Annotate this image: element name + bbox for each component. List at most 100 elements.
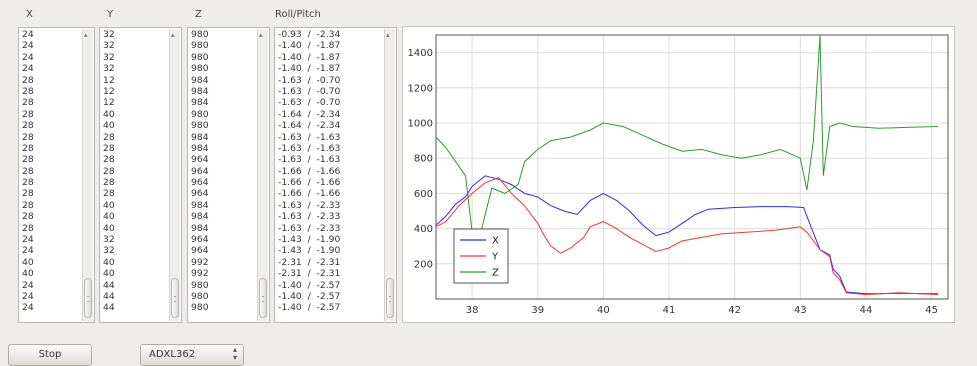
x-list-scroll-thumb[interactable] [84,278,92,318]
list-item[interactable]: 44 [103,279,115,291]
list-item[interactable]: 28 [103,154,115,166]
list-item[interactable]: 28 [22,108,34,120]
list-item[interactable]: 980 [191,290,209,302]
scroll-up-arrow-icon[interactable]: ▴ [84,31,88,39]
list-item[interactable]: -1.40 / -1.87 [278,63,341,75]
list-item[interactable]: 28 [22,165,34,177]
list-item[interactable]: -2.31 / -2.31 [278,256,341,268]
list-item[interactable]: 28 [22,120,34,132]
z-list-scroll-thumb[interactable] [259,278,267,318]
list-item[interactable]: -1.64 / -2.34 [278,108,341,120]
list-item[interactable]: 24 [22,234,34,246]
list-item[interactable]: 28 [22,142,34,154]
list-item[interactable]: 980 [191,29,209,40]
list-item[interactable]: -1.66 / -1.66 [278,177,341,189]
list-item[interactable]: 32 [103,63,115,75]
list-item[interactable]: 28 [22,97,34,109]
y-list-scrollbar[interactable]: ▴ [169,29,180,321]
list-item[interactable]: -1.66 / -1.66 [278,188,341,200]
list-item[interactable]: 984 [191,97,209,109]
list-item[interactable]: 984 [191,142,209,154]
list-item[interactable]: 984 [191,211,209,223]
roll-pitch-values-list[interactable]: -0.93 / -2.34 -1.40 / -1.87 -1.40 / -1.87-… [274,27,397,323]
list-item[interactable]: 32 [103,40,115,52]
list-item[interactable]: -2.31 / -2.31 [278,268,341,280]
list-item[interactable]: 992 [191,256,209,268]
list-item[interactable]: 28 [22,188,34,200]
list-item[interactable]: 32 [103,29,115,40]
list-item[interactable]: 28 [22,154,34,166]
list-item[interactable]: 984 [191,85,209,97]
list-item[interactable]: 984 [191,131,209,143]
list-item[interactable]: 40 [103,108,115,120]
z-list-scrollbar[interactable]: ▴ [257,29,268,321]
list-item[interactable]: 12 [103,85,115,97]
list-item[interactable]: 964 [191,245,209,257]
list-item[interactable]: -1.63 / -2.33 [278,199,341,211]
list-item[interactable]: -1.43 / -1.90 [278,234,341,246]
list-item[interactable]: 28 [103,131,115,143]
list-item[interactable]: 24 [22,40,34,52]
list-item[interactable]: 40 [22,256,34,268]
scroll-up-arrow-icon[interactable]: ▴ [171,31,175,39]
list-item[interactable]: -0.93 / -2.34 [278,29,341,40]
list-item[interactable]: 24 [22,63,34,75]
list-item[interactable]: 40 [103,120,115,132]
list-item[interactable]: -1.63 / -0.70 [278,85,341,97]
list-item[interactable]: 24 [22,51,34,63]
scroll-up-arrow-icon[interactable]: ▴ [386,31,390,39]
list-item[interactable]: 24 [22,302,34,314]
list-item[interactable]: 24 [22,29,34,40]
list-item[interactable]: -1.63 / -1.63 [278,131,341,143]
roll-pitch-list-scrollbar[interactable]: ▴ [384,29,395,321]
list-item[interactable]: -1.63 / -1.63 [278,142,341,154]
list-item[interactable]: 40 [22,268,34,280]
x-list-scrollbar[interactable]: ▴ [82,29,93,321]
list-item[interactable]: 12 [103,74,115,86]
y-list-scroll-thumb[interactable] [171,278,179,318]
list-item[interactable]: 980 [191,120,209,132]
list-item[interactable]: -1.40 / -1.87 [278,40,341,52]
list-item[interactable]: 980 [191,40,209,52]
list-item[interactable]: 32 [103,51,115,63]
list-item[interactable]: 40 [103,268,115,280]
list-item[interactable]: 964 [191,234,209,246]
list-item[interactable]: 964 [191,177,209,189]
list-item[interactable]: -1.63 / -1.63 [278,154,341,166]
stop-button[interactable]: Stop [8,344,92,366]
list-item[interactable]: -1.63 / -0.70 [278,97,341,109]
list-item[interactable]: 28 [22,131,34,143]
list-item[interactable]: 24 [22,279,34,291]
list-item[interactable]: 40 [103,211,115,223]
list-item[interactable]: -1.63 / -2.33 [278,211,341,223]
list-item[interactable]: -1.40 / -2.57 [278,290,341,302]
list-item[interactable]: 28 [22,199,34,211]
list-item[interactable]: 980 [191,108,209,120]
list-item[interactable]: 980 [191,51,209,63]
list-item[interactable]: 28 [103,188,115,200]
list-item[interactable]: -1.40 / -2.57 [278,279,341,291]
sensor-select[interactable]: ADXL362 ▴ ▾ [140,344,244,366]
list-item[interactable]: 40 [103,199,115,211]
roll-pitch-list-scroll-thumb[interactable] [386,278,394,318]
list-item[interactable]: 28 [22,177,34,189]
list-item[interactable]: -1.40 / -1.87 [278,51,341,63]
list-item[interactable]: 980 [191,279,209,291]
list-item[interactable]: -1.64 / -2.34 [278,120,341,132]
z-values-list[interactable]: 980 980 980 980 984 984 984 980 980 984 984 964 964 9… [187,27,270,323]
list-item[interactable]: 980 [191,302,209,314]
x-values-list[interactable]: 24 24 24 24 28 28 28 28 28 28 28 28 28 28 28 28 28 28 24 24… [18,27,95,323]
list-item[interactable]: 984 [191,74,209,86]
list-item[interactable]: 40 [103,222,115,234]
scroll-up-arrow-icon[interactable]: ▴ [259,31,263,39]
list-item[interactable]: 44 [103,290,115,302]
list-item[interactable]: 32 [103,245,115,257]
list-item[interactable]: -1.63 / -2.33 [278,222,341,234]
list-item[interactable]: 32 [103,234,115,246]
list-item[interactable]: -1.40 / -2.57 [278,302,341,314]
list-item[interactable]: 28 [22,222,34,234]
list-item[interactable]: 980 [191,63,209,75]
y-values-list[interactable]: 32 32 32 32 12 12 12 40 40 28 28 28 28 28 28 40 40 40 32 32… [99,27,182,323]
list-item[interactable]: 28 [103,142,115,154]
list-item[interactable]: 964 [191,154,209,166]
